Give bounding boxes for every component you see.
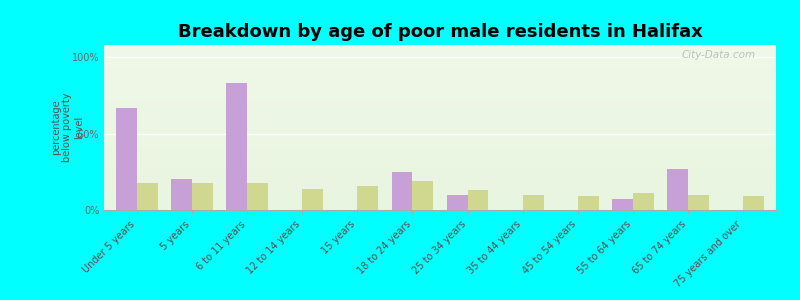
Bar [467,190,489,210]
Bar [226,83,247,210]
Bar [116,108,137,210]
Bar [522,195,543,210]
Bar [743,196,764,210]
Text: City-Data.com: City-Data.com [682,50,756,60]
Title: Breakdown by age of poor male residents in Halifax: Breakdown by age of poor male residents … [178,23,702,41]
Bar [688,195,709,210]
Bar [667,169,688,210]
Bar [446,195,467,210]
Bar [171,179,192,210]
Bar [247,182,268,210]
Bar [192,182,213,210]
Y-axis label: percentage
below poverty
level: percentage below poverty level [51,93,84,162]
Bar [612,199,633,210]
Bar [413,181,434,210]
Bar [578,196,598,210]
Bar [358,186,378,210]
Bar [633,193,654,210]
Bar [137,182,158,210]
Bar [302,189,323,210]
Bar [391,172,413,210]
